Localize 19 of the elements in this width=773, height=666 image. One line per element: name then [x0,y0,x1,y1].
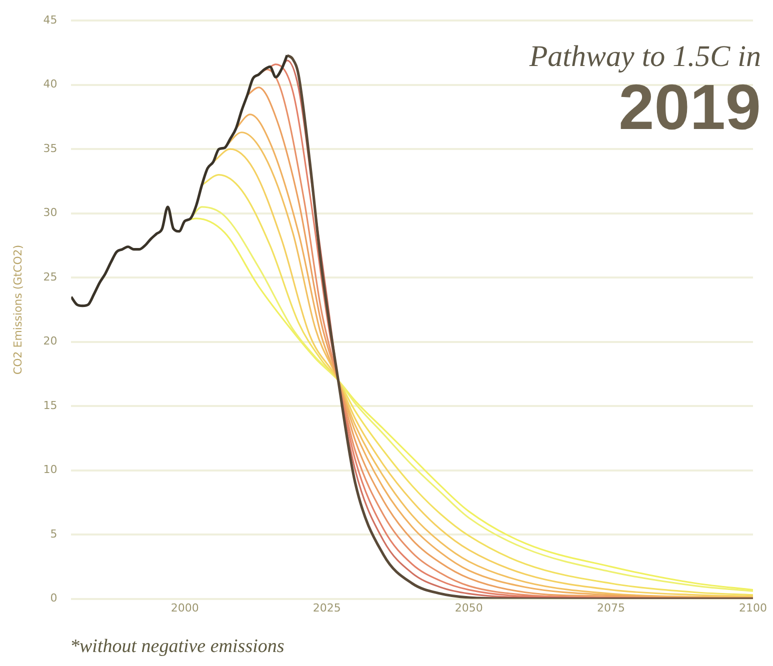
y-tick-label: 25 [43,270,58,284]
y-tick-label: 30 [43,206,58,220]
text: 2019 [618,71,761,143]
y-tick-label: 0 [50,592,58,605]
y-tick-label: 40 [43,78,58,91]
text: *without negative emissions [70,636,284,658]
y-tick-label: 45 [43,13,58,26]
text: Pathway to 1.5C in [529,40,761,74]
y-tick-label: 15 [43,398,58,412]
y-tick-label: 10 [43,463,58,476]
y-tick-label: 20 [43,334,58,348]
x-tick-label: 2025 [312,601,341,614]
y-tick-label: 5 [50,527,58,540]
x-tick-label: 2075 [596,601,625,614]
y-tick-label: 35 [43,142,58,155]
x-tick-label: 2000 [170,601,199,614]
x-tick-label: 2050 [454,601,483,614]
x-tick-label: 2100 [739,601,767,614]
y-axis-title: CO2 Emissions (GtCO2) [11,244,24,375]
